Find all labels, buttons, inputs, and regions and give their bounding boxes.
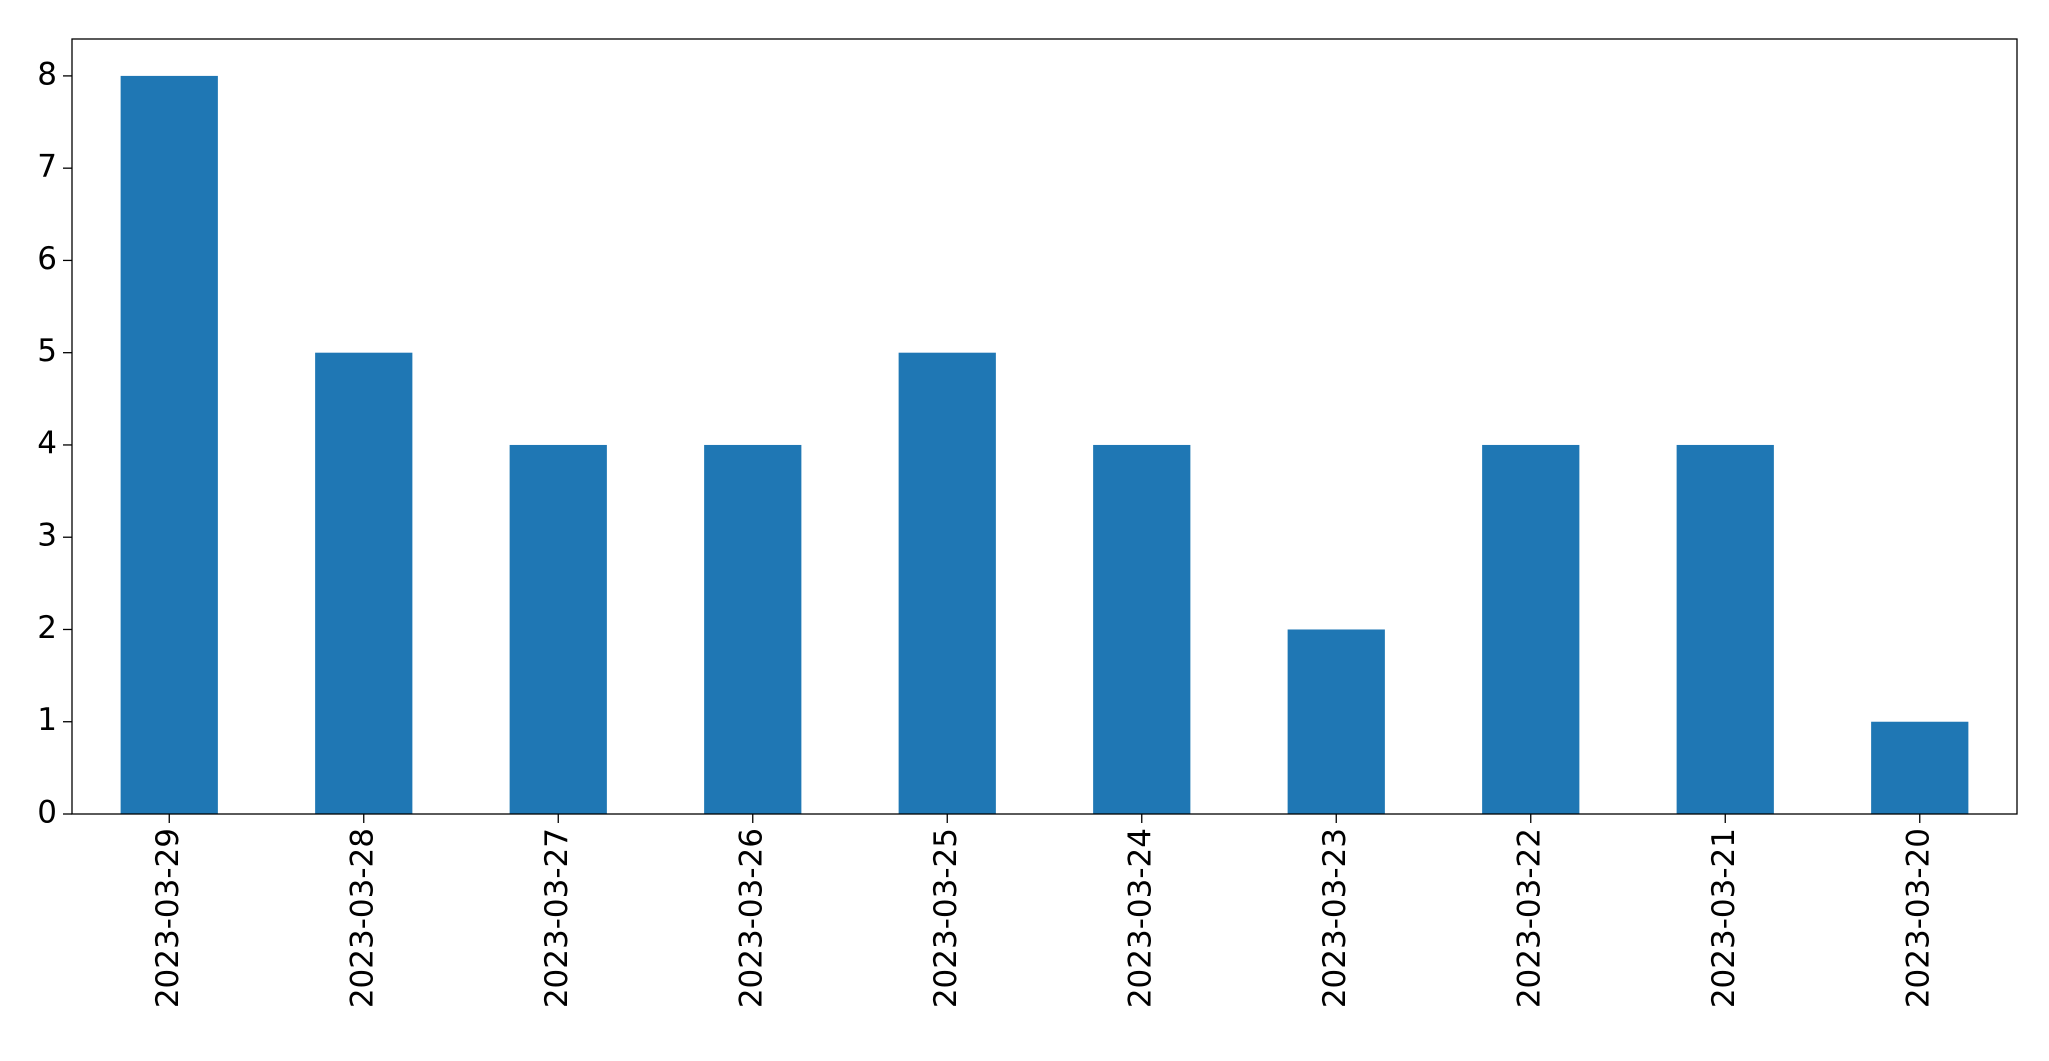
bar <box>315 352 413 814</box>
y-tick-label: 5 <box>37 333 57 369</box>
x-tick-label: 2023-03-24 <box>1122 828 1158 1008</box>
bar <box>1676 444 1774 814</box>
x-tick-label: 2023-03-25 <box>928 828 964 1008</box>
bar <box>120 75 218 814</box>
y-tick-label: 7 <box>37 149 57 185</box>
bar <box>1871 721 1969 814</box>
x-tick-label: 2023-03-29 <box>150 828 186 1008</box>
x-tick-label: 2023-03-26 <box>733 828 769 1008</box>
bar <box>898 352 996 814</box>
y-tick-label: 4 <box>37 425 57 461</box>
y-tick-label: 2 <box>37 610 57 646</box>
x-tick-label: 2023-03-22 <box>1511 828 1547 1008</box>
y-tick-label: 6 <box>37 241 57 277</box>
y-tick-label: 8 <box>37 56 57 92</box>
y-tick-label: 3 <box>37 518 57 554</box>
x-tick-label: 2023-03-21 <box>1706 828 1742 1008</box>
plot-frame <box>71 38 2018 815</box>
x-tick-label: 2023-03-27 <box>539 828 575 1008</box>
y-tick-label: 0 <box>37 795 57 831</box>
y-tick-label: 1 <box>37 702 57 738</box>
bar <box>1093 444 1191 814</box>
x-tick-label: 2023-03-23 <box>1317 828 1353 1008</box>
x-tick-label: 2023-03-20 <box>1900 828 1936 1008</box>
bar <box>1482 444 1580 814</box>
bar <box>1287 629 1385 814</box>
x-tick-label: 2023-03-28 <box>344 828 380 1008</box>
bar <box>509 444 607 814</box>
bar <box>704 444 802 814</box>
